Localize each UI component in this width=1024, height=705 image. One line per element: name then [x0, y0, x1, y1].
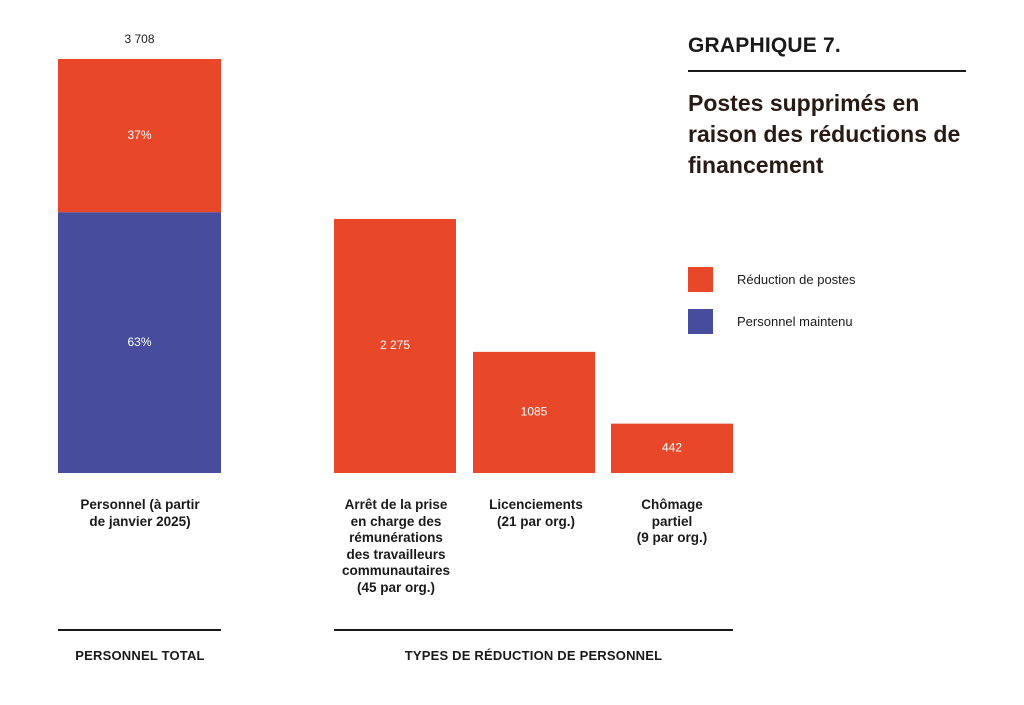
category-label-line: en charge des: [350, 513, 442, 529]
reduction-bar-value-label: 1085: [521, 405, 548, 419]
total-bar-segment-label: 63%: [127, 335, 151, 349]
chart-title: Postes supprimés en raison des réduction…: [688, 90, 961, 178]
category-label-partial-unemployment: Chômage partiel (9 par org.): [608, 497, 736, 547]
category-label-line: des travailleurs: [346, 546, 446, 562]
category-label-line: partiel: [651, 513, 693, 529]
reduction-bar-0: [334, 218, 456, 473]
legend-swatch-reduction: [688, 266, 713, 292]
category-label-line: de janvier 2025): [89, 513, 191, 529]
reduction-bar-value-label: 442: [662, 440, 682, 454]
legend-item-reduction: Réduction de postes: [688, 266, 856, 292]
category-label-line: (9 par org.): [636, 530, 708, 545]
category-label-line: Licenciements: [489, 497, 583, 512]
legend-item-maintained: Personnel maintenu: [688, 308, 853, 334]
total-bar-segment-maintained: [58, 212, 221, 473]
graph-number: GRAPHIQUE 7.: [688, 34, 841, 57]
group-divider-types: [334, 629, 733, 631]
legend-label-maintained: Personnel maintenu: [737, 313, 853, 329]
category-label-line: (45 par org.): [356, 579, 435, 595]
category-label-line: Chômage: [641, 497, 703, 512]
group-label-total: PERSONNEL TOTAL: [75, 648, 205, 663]
reduction-bar-value-label: 2 275: [380, 338, 410, 352]
category-label-line: Arrêt de la prise: [344, 497, 448, 512]
category-label-community-workers: Arrêt de la prise en charge des rémunéra…: [326, 497, 466, 596]
category-label-line: Personnel (à partir: [80, 497, 200, 512]
category-label-line: (21 par org.): [496, 513, 575, 529]
total-bar-segment-label: 37%: [127, 128, 151, 142]
category-label-line: rémunérations: [349, 530, 443, 545]
group-divider-total: [58, 629, 221, 631]
reduction-bar-2: [611, 423, 733, 473]
total-bar-value-label: 3 708: [124, 32, 154, 46]
total-bar-segment-reduction: [58, 59, 221, 213]
group-label-types: TYPES DE RÉDUCTION DE PERSONNEL: [404, 648, 663, 663]
reduction-bar-1: [473, 351, 595, 473]
legend-label-reduction: Réduction de postes: [737, 271, 856, 287]
category-label-line: communautaires: [341, 563, 451, 578]
category-label-layoffs: Licenciements (21 par org.): [470, 497, 602, 530]
legend-swatch-maintained: [688, 308, 713, 334]
title-divider: [688, 70, 966, 72]
category-label-total: Personnel (à partir de janvier 2025): [58, 497, 222, 530]
